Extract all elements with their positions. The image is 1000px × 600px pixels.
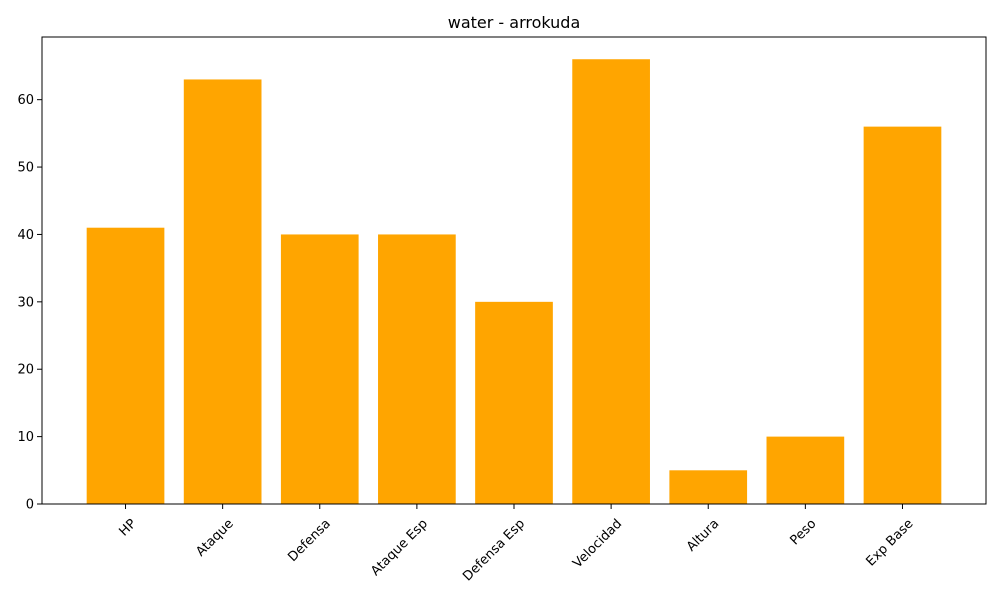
y-tick-label: 50 [17,161,34,176]
bar-ataque-esp [378,234,456,504]
bar-ataque [183,79,262,505]
bar-velocidad [572,59,650,504]
y-tick-label: 20 [17,363,34,378]
y-tick-label: 30 [17,295,34,310]
y-axis: 0 10 20 30 40 50 60 [17,93,42,513]
bar-defensa-esp [475,301,553,504]
y-tick-label: 10 [17,430,34,445]
bar-altura [669,470,748,504]
plot-frame [41,36,987,505]
y-tick-label: 40 [17,228,34,243]
bar-hp [86,227,165,505]
y-tick-label: 0 [26,498,34,513]
bar-defensa [280,234,359,504]
y-tick-label: 60 [17,93,34,108]
bar-peso [766,436,845,504]
chart-title: water - arrokuda [448,13,581,32]
bars-group [86,59,942,505]
bar-exp-base [863,126,942,505]
